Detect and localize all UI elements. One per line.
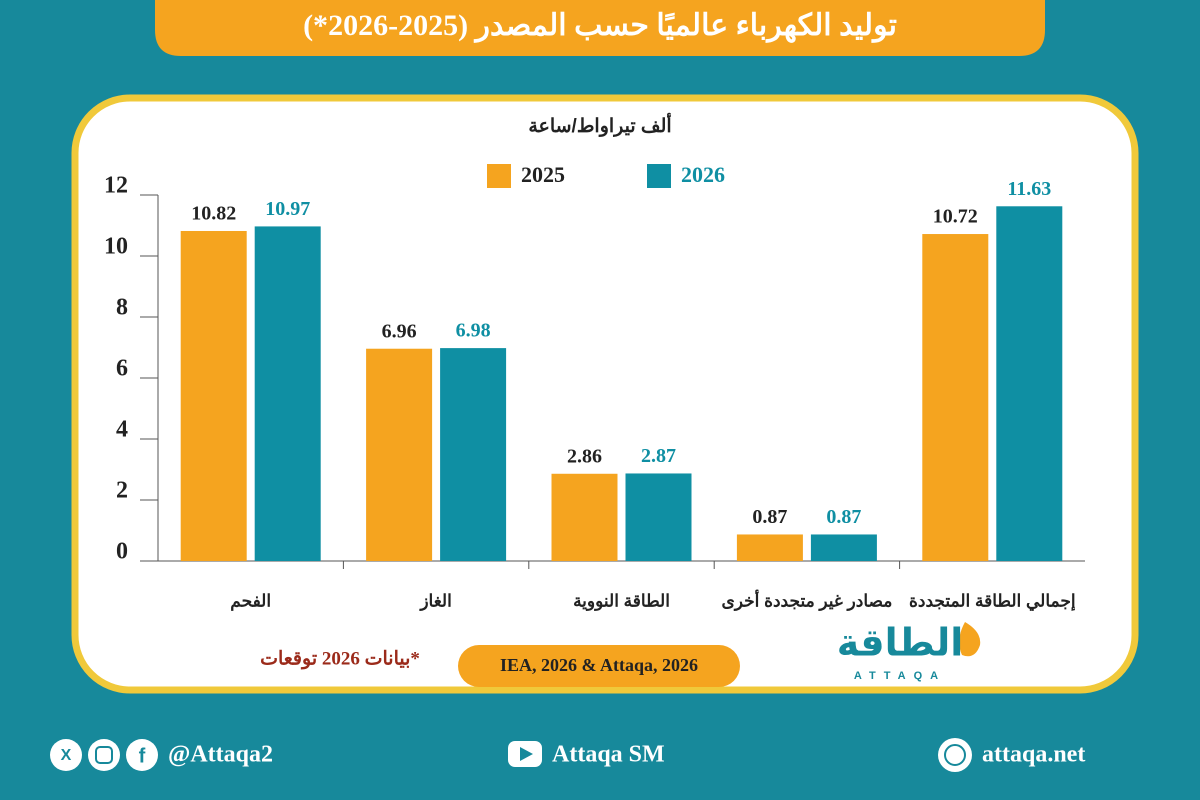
bar	[922, 234, 989, 562]
chart-title: توليد الكهرباء عالميًا حسب المصدر (2025-…	[303, 9, 897, 43]
y-axis-unit: ألف تيراواط/ساعة	[528, 112, 671, 137]
title-banner	[155, 0, 1045, 56]
y-tick-label: 2	[116, 478, 128, 504]
instagram-icon	[88, 739, 120, 771]
youtube-glyph	[520, 747, 533, 761]
legend-label: 2026	[681, 162, 725, 187]
plot-area: 0 2 4 6 8 10 12 10.82 6.96 2.86 0.87 10.72 10.97 6.98…	[104, 162, 1085, 611]
bar	[180, 230, 247, 562]
value-label: 10.97	[265, 198, 310, 220]
value-label: 0.87	[826, 506, 861, 528]
bar	[254, 226, 321, 562]
y-tick-label: 0	[116, 539, 128, 565]
facebook-glyph: f	[139, 745, 146, 767]
x-tick-label: الفحم	[230, 591, 271, 611]
y-tick-label: 12	[104, 173, 128, 199]
value-label: 6.96	[382, 320, 417, 342]
logo-latin: ATTAQA	[854, 670, 946, 682]
youtube-handle: Attaqa SM	[552, 742, 665, 768]
bar	[996, 206, 1063, 561]
footnote: *بيانات 2026 توقعات	[260, 648, 420, 669]
bar	[736, 534, 803, 561]
web-icon	[938, 738, 972, 772]
y-tick-label: 4	[116, 417, 128, 443]
bar	[551, 473, 618, 561]
x-tick-label: مصادر غير متجددة أخرى	[721, 588, 892, 611]
bar	[366, 348, 433, 561]
legend-swatch	[647, 164, 671, 188]
value-label: 0.87	[752, 506, 787, 528]
source-pill	[458, 645, 740, 687]
value-label: 10.72	[933, 206, 978, 228]
legend-swatch	[487, 164, 511, 188]
x-tick-label: الغاز	[418, 591, 452, 611]
value-label: 11.63	[1007, 178, 1051, 200]
y-tick-label: 8	[116, 295, 128, 321]
legend-label: 2025	[521, 162, 565, 187]
bar	[625, 473, 692, 561]
facebook-icon	[126, 739, 158, 771]
source: IEA, 2026 & Attaqa, 2026	[500, 655, 698, 675]
web-glyph	[944, 744, 966, 766]
y-tick-label: 6	[116, 356, 128, 382]
bar	[440, 348, 507, 561]
social-icons: X f	[50, 739, 158, 771]
value-label: 2.87	[641, 445, 676, 467]
website: attaqa.net	[982, 742, 1085, 768]
logo-flame	[959, 622, 981, 657]
x-icon	[50, 739, 82, 771]
x-tick-label: الطاقة النووية	[573, 591, 670, 611]
instagram-glyph	[95, 746, 113, 764]
y-tick-label: 10	[104, 234, 128, 260]
x-glyph: X	[61, 747, 72, 764]
social-handle: @Attaqa2	[168, 742, 273, 768]
value-label: 6.98	[456, 320, 491, 342]
x-tick-label: إجمالي الطاقة المتجددة	[909, 591, 1076, 611]
value-label: 2.86	[567, 445, 602, 467]
logo-text: الطاقة	[837, 621, 964, 665]
bar	[810, 534, 877, 561]
value-label: 10.82	[191, 203, 236, 225]
